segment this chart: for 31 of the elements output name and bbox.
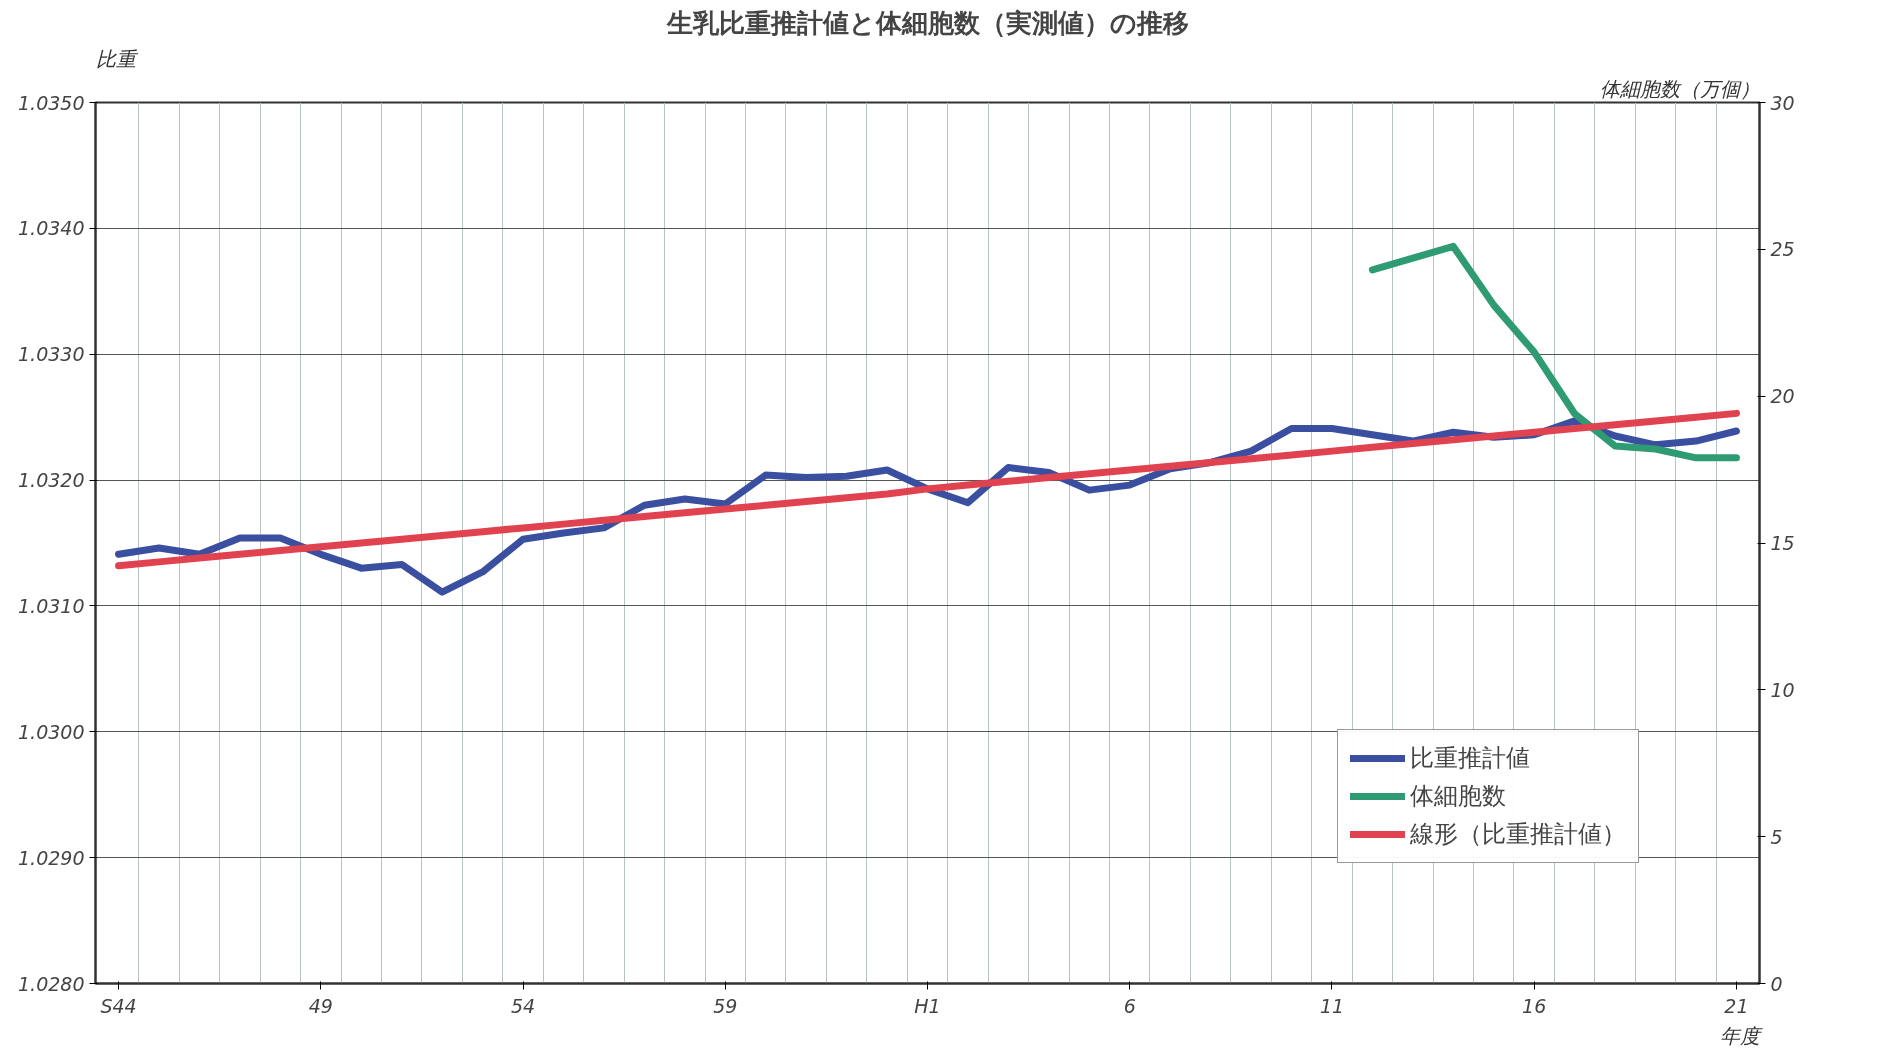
legend-label: 線形（比重推計値） xyxy=(1410,819,1626,850)
x-tick-label: 49 xyxy=(308,994,333,1017)
y2-axis-title: 体細胞数（万個） xyxy=(1599,76,1760,101)
legend-label: 比重推計値 xyxy=(1410,743,1530,774)
y-tick-label: 1.0340 xyxy=(18,217,85,240)
chart-title: 生乳比重推計値と体細胞数（実測値）の推移 xyxy=(665,7,1189,38)
y2-tick-label: 20 xyxy=(1770,385,1795,408)
y-tick-label: 1.0280 xyxy=(18,972,85,995)
y2-tick-label: 5 xyxy=(1770,825,1783,848)
x-tick-label: H1 xyxy=(914,994,941,1017)
x-tick-label: 54 xyxy=(510,994,536,1017)
y2-tick-label: 25 xyxy=(1770,238,1795,261)
y-tick-label: 1.0290 xyxy=(18,846,85,869)
y-tick-label: 1.0330 xyxy=(18,343,85,366)
y-axis-title: 比重 xyxy=(95,46,139,71)
x-tick-label: 21 xyxy=(1724,994,1749,1017)
y2-tick-label: 10 xyxy=(1770,678,1795,701)
y-tick-label: 1.0350 xyxy=(18,91,85,114)
x-axis-title: 年度 xyxy=(1719,1023,1763,1048)
y2-tick-label: 0 xyxy=(1770,972,1783,995)
x-tick-label: 16 xyxy=(1522,994,1547,1017)
x-tick-label: 11 xyxy=(1319,994,1345,1017)
x-tick-label: S44 xyxy=(100,994,137,1017)
y2-tick-label: 30 xyxy=(1770,91,1795,114)
y-tick-label: 1.0300 xyxy=(18,720,85,743)
y-tick-label: 1.0310 xyxy=(18,594,85,617)
x-tick-label: 59 xyxy=(713,994,738,1017)
y2-tick-label: 15 xyxy=(1770,532,1795,554)
legend-label: 体細胞数 xyxy=(1410,781,1506,812)
x-tick-label: 6 xyxy=(1123,994,1136,1017)
y-tick-label: 1.0320 xyxy=(18,469,85,492)
